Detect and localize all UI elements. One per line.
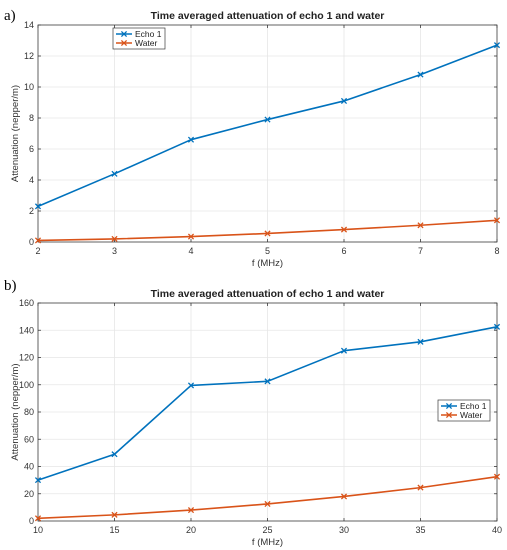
chart-b-series-echo1-point — [111, 451, 118, 458]
chart-b-y-tick-label: 60 — [24, 434, 34, 444]
chart-a-legend-entry: Water — [116, 38, 158, 48]
chart-a-y-axis-label: Attenuation (nepper/m) — [10, 85, 21, 182]
chart-b-x-tick-label: 40 — [492, 525, 502, 535]
chart-b-legend-label: Echo 1 — [460, 401, 487, 411]
chart-a-y-tick-label: 12 — [24, 51, 34, 61]
chart-b-series-echo1-point — [187, 382, 195, 389]
chart-b-series-echo1-point — [493, 323, 501, 330]
chart-b-series-water-point — [493, 473, 501, 480]
chart-b-y-tick-label: 160 — [19, 298, 34, 308]
chart-a-x-tick-label: 7 — [418, 246, 423, 256]
chart-a-series-echo1-point — [417, 71, 424, 78]
chart-a-series-echo1-point — [34, 203, 42, 210]
chart-b-panel-label: b) — [4, 278, 17, 294]
chart-a-legend-entry: Echo 1 — [116, 29, 162, 39]
chart-a-series-water-point — [187, 233, 195, 240]
chart-b-y-tick-label: 120 — [19, 353, 34, 363]
chart-a-x-tick-label: 2 — [35, 246, 40, 256]
chart-a-series-water-point — [111, 235, 118, 242]
chart-a-series-water-point — [340, 226, 348, 233]
chart-a-panel-label: a) — [4, 8, 16, 24]
chart-b-x-tick-label: 15 — [109, 525, 119, 535]
chart-b-x-tick-label: 35 — [415, 525, 425, 535]
chart-b-y-tick-label: 0 — [29, 516, 34, 526]
chart-a-y-tick-label: 4 — [29, 175, 34, 185]
chart-b-y-tick-label: 100 — [19, 380, 34, 390]
chart-a-series-echo1-point — [340, 97, 348, 105]
chart-a-legend-marker — [120, 30, 128, 38]
chart-a-legend-label: Water — [135, 38, 158, 48]
chart-a-legend-marker — [120, 39, 128, 47]
chart-b-series-water-point — [111, 511, 118, 518]
chart-b-series-water — [34, 473, 501, 522]
chart-a-series-echo1-point — [493, 42, 501, 49]
chart-b-y-tick-label: 140 — [19, 325, 34, 335]
chart-a-series-echo1-point — [264, 116, 271, 123]
chart-a-y-tick-label: 0 — [29, 237, 34, 247]
chart-b-x-axis-label: f (MHz) — [252, 537, 283, 548]
chart-a-series-water-point — [417, 222, 424, 229]
chart-a-x-tick-label: 8 — [494, 246, 499, 256]
chart-b-series-echo1-point — [417, 338, 424, 345]
chart-a-x-axis-label: f (MHz) — [252, 258, 283, 269]
chart-b: b) 10 15 20 25 30 35 40 0 20 40 60 80 100 120 140 160 Tim… — [4, 278, 502, 548]
chart-b-y-axis-label: Attenuation (nepper/m) — [10, 363, 21, 460]
chart-a-series-echo1-point — [111, 170, 118, 177]
chart-b-series-echo1-point — [264, 378, 271, 385]
chart-b-y-tick-label: 40 — [24, 462, 34, 472]
chart-a-series-echo1-point — [187, 136, 195, 143]
chart-a-y-tick-label: 2 — [29, 206, 34, 216]
chart-b-legend-marker — [445, 402, 453, 410]
chart-b-title: Time averaged attenuation of echo 1 and … — [151, 288, 385, 300]
chart-b-series-water-point — [340, 493, 348, 500]
chart-a-y-tick-label: 14 — [24, 20, 34, 30]
chart-b-series-echo1-point — [340, 347, 348, 354]
chart-b-legend-label: Water — [460, 410, 483, 420]
chart-a-series-water — [34, 217, 501, 244]
chart-a-title: Time averaged attenuation of echo 1 and … — [151, 10, 385, 22]
chart-b-series-water-point — [264, 500, 271, 508]
chart-a-series-water-point — [34, 237, 42, 244]
chart-b-x-tick-label: 20 — [186, 525, 196, 535]
chart-b-legend-marker — [445, 411, 453, 419]
chart-a-y-tick-label: 10 — [24, 82, 34, 92]
chart-b-legend-entry: Water — [441, 410, 483, 420]
chart-a-x-tick-label: 6 — [341, 246, 346, 256]
chart-a-y-tick-label: 6 — [29, 144, 34, 154]
chart-a-y-tick-label: 8 — [29, 113, 34, 123]
chart-b-x-tick-label: 10 — [33, 525, 43, 535]
chart-b-legend-entry: Echo 1 — [441, 401, 487, 411]
chart-a-x-tick-label: 3 — [112, 246, 117, 256]
chart-b-series-echo1 — [34, 323, 501, 484]
chart-b-x-tick-label: 25 — [262, 525, 272, 535]
chart-a-x-tick-label: 4 — [188, 246, 193, 256]
chart-b-series-echo1-point — [34, 477, 42, 484]
chart-a-series-water-point — [493, 217, 501, 224]
chart-b-y-tick-label: 80 — [24, 407, 34, 417]
chart-b-series-water-point — [187, 507, 195, 514]
chart-a-legend-label: Echo 1 — [135, 29, 162, 39]
chart-b-series-water-point — [417, 484, 424, 491]
chart-b-series-water-point — [34, 515, 42, 522]
chart-b-y-tick-label: 20 — [24, 489, 34, 499]
chart-a-series-echo1 — [34, 42, 501, 210]
chart-b-x-tick-label: 30 — [339, 525, 349, 535]
chart-a-series-water-point — [264, 230, 271, 237]
chart-a-x-tick-label: 5 — [265, 246, 270, 256]
